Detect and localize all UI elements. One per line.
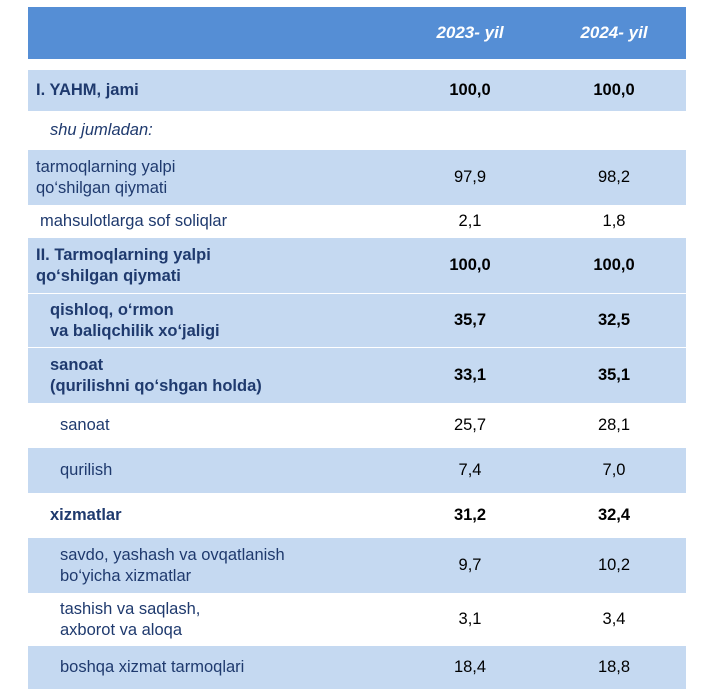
table-row: sanoat (qurilishni qo‘shgan holda) 33,1 3…	[28, 347, 686, 403]
table-row: tashish va saqlash, axborot va aloqa 3,1 …	[28, 593, 686, 646]
value-2024: 18,8	[597, 658, 631, 676]
value-2024: 1,8	[602, 212, 626, 230]
row-label: tarmoqlarning yalpi qo‘shilgan qiymati	[36, 157, 176, 197]
value-2024: 32,4	[597, 506, 631, 524]
value-2024: 100,0	[593, 256, 635, 274]
header-spacer	[28, 59, 686, 70]
value-2023: 33,1	[453, 366, 487, 384]
value-2023: 9,7	[458, 556, 482, 574]
value-2024: 35,1	[597, 366, 631, 384]
table-row: sanoat 25,7 28,1	[28, 403, 686, 448]
row-label: boshqa xizmat tarmoqlari	[60, 658, 245, 676]
value-2024: 32,5	[597, 311, 631, 329]
table-row: II. Tarmoqlarning yalpi qo‘shilgan qiymat…	[28, 238, 686, 293]
gdp-structure-table: 2023- yil 2024- yil I. YAHM, jami 100,0 …	[28, 7, 686, 689]
table-row: tarmoqlarning yalpi qo‘shilgan qiymati 97…	[28, 150, 686, 205]
value-2024: 28,1	[597, 416, 631, 434]
value-2023: 3,1	[458, 610, 482, 628]
value-2023: 100,0	[449, 81, 491, 99]
value-2024: 3,4	[602, 610, 626, 628]
table-row: qishloq, o‘rmon va baliqchilik xo‘jaligi …	[28, 293, 686, 347]
table-row: savdo, yashash va ovqatlanish bo‘yicha xi…	[28, 538, 686, 593]
row-label: shu jumladan:	[50, 121, 153, 139]
row-label: I. YAHM, jami	[36, 81, 139, 99]
value-2023: 2,1	[458, 212, 482, 230]
value-2024: 100,0	[593, 81, 635, 99]
row-label: sanoat (qurilishni qo‘shgan holda)	[50, 355, 262, 395]
table-row: xizmatlar 31,2 32,4	[28, 493, 686, 538]
row-label: II. Tarmoqlarning yalpi qo‘shilgan qiymat…	[36, 245, 211, 285]
table-row: I. YAHM, jami 100,0 100,0	[28, 70, 686, 111]
table-row: boshqa xizmat tarmoqlari 18,4 18,8	[28, 646, 686, 689]
table-row: shu jumladan:	[28, 111, 686, 150]
table-row: mahsulotlarga sof soliqlar 2,1 1,8	[28, 205, 686, 238]
value-2023: 31,2	[453, 506, 487, 524]
row-label: tashish va saqlash, axborot va aloqa	[60, 599, 201, 639]
row-label: mahsulotlarga sof soliqlar	[40, 212, 228, 230]
value-2023: 97,9	[453, 168, 487, 186]
column-header-2024: 2024- yil	[580, 23, 648, 42]
value-2023: 100,0	[449, 256, 491, 274]
column-header-2023: 2023- yil	[436, 23, 504, 42]
row-label: sanoat	[60, 416, 110, 434]
value-2023: 35,7	[453, 311, 487, 329]
row-label: qurilish	[60, 461, 113, 479]
row-label: savdo, yashash va ovqatlanish bo‘yicha xi…	[60, 545, 285, 585]
table-row: qurilish 7,4 7,0	[28, 448, 686, 493]
value-2023: 18,4	[453, 658, 487, 676]
value-2024: 10,2	[597, 556, 631, 574]
value-2023: 7,4	[458, 461, 482, 479]
value-2023: 25,7	[453, 416, 487, 434]
row-label: qishloq, o‘rmon va baliqchilik xo‘jaligi	[50, 300, 220, 340]
value-2024: 7,0	[602, 461, 626, 479]
value-2024: 98,2	[597, 168, 631, 186]
table-header: 2023- yil 2024- yil	[28, 7, 686, 59]
row-label: xizmatlar	[50, 506, 122, 524]
